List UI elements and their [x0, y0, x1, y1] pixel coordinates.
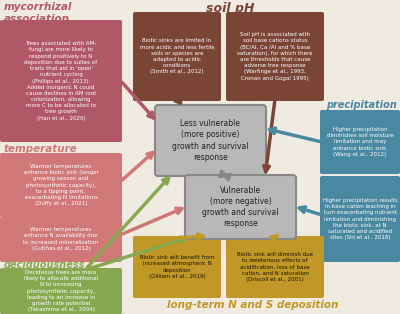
FancyBboxPatch shape: [133, 236, 221, 298]
Text: Trees associated with AM-
fungi are more likely to
respond positively to N
depos: Trees associated with AM- fungi are more…: [24, 41, 98, 121]
Text: Warmer temperatures
enhance N availability due
to increased mineralization
(Guti: Warmer temperatures enhance N availabili…: [23, 227, 99, 251]
Text: Higher precipitation results
in base cation leaching in
turn exacerbating nutrie: Higher precipitation results in base cat…: [323, 198, 397, 240]
Text: deciduousness: deciduousness: [4, 260, 85, 270]
FancyBboxPatch shape: [185, 175, 296, 239]
Text: Less vulnerable
(more positive)
growth and survival
response: Less vulnerable (more positive) growth a…: [172, 119, 249, 162]
FancyBboxPatch shape: [0, 20, 122, 142]
Text: Higher precipitation
diminishes soil moisture
limitation and may
enhance biotic : Higher precipitation diminishes soil moi…: [327, 127, 393, 157]
Text: Biotic sinks are limited in
more acidic and less fertile
soils or species are
ad: Biotic sinks are limited in more acidic …: [140, 39, 214, 74]
FancyBboxPatch shape: [0, 216, 122, 262]
Text: Vulnerable
(more negative)
growth and survival
response: Vulnerable (more negative) growth and su…: [202, 186, 279, 228]
Text: long-term N and S deposition: long-term N and S deposition: [167, 300, 339, 310]
Text: precipitation: precipitation: [326, 100, 398, 110]
Text: Biotic sink will diminish due
to deleterious effects of
acidification, loss of b: Biotic sink will diminish due to deleter…: [237, 252, 313, 282]
FancyBboxPatch shape: [320, 176, 400, 262]
FancyBboxPatch shape: [155, 105, 266, 176]
Text: temperature: temperature: [4, 144, 78, 154]
Text: Soil pH is associated with
soil base cations status
(BC/Al, Ca /Al and % base
sa: Soil pH is associated with soil base cat…: [237, 32, 313, 81]
Text: Deciduous trees are more
likely to allocate additional
N to increasing
photosynt: Deciduous trees are more likely to alloc…: [24, 270, 98, 312]
Text: Warmer temperatures
enhance biotic sink (longer
growing season and
photosyntheti: Warmer temperatures enhance biotic sink …: [24, 164, 98, 206]
FancyBboxPatch shape: [133, 12, 221, 101]
Text: soil pH: soil pH: [206, 2, 254, 15]
Text: Biotic sink will benefit from
increased atmospheric N
deposition
(Gilliam et al.: Biotic sink will benefit from increased …: [140, 255, 214, 279]
FancyBboxPatch shape: [320, 110, 400, 174]
FancyBboxPatch shape: [226, 236, 324, 298]
FancyBboxPatch shape: [0, 268, 122, 314]
FancyBboxPatch shape: [0, 153, 122, 217]
Text: mycorrhizal
association: mycorrhizal association: [4, 2, 72, 24]
FancyBboxPatch shape: [226, 12, 324, 101]
